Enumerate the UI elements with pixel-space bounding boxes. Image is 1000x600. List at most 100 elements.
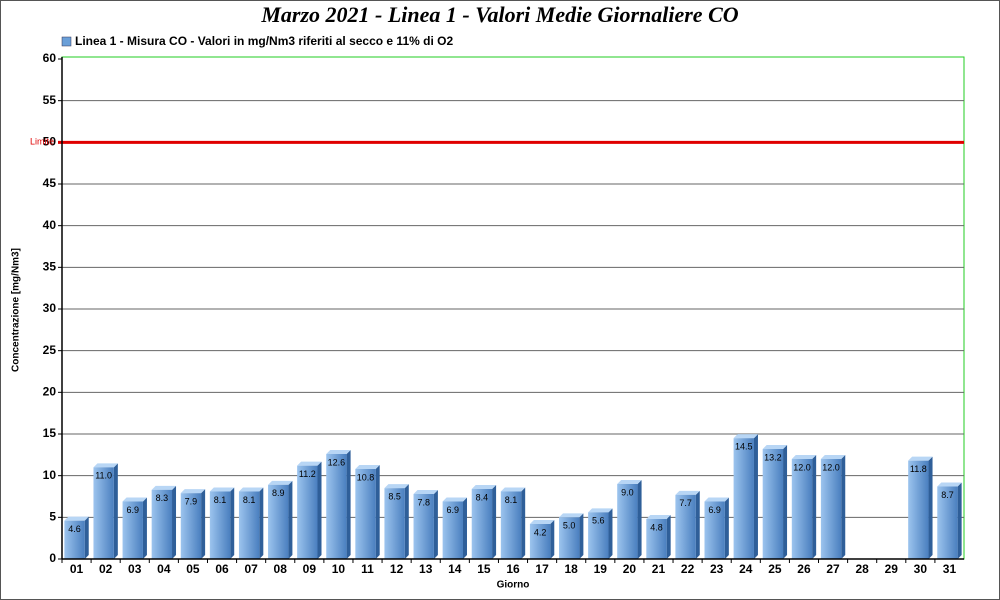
x-tick-label: 06 (215, 562, 229, 576)
legend-label: Linea 1 - Misura CO - Valori in mg/Nm3 r… (75, 34, 453, 48)
bar (355, 469, 376, 559)
bar-top (559, 513, 584, 518)
y-tick-label: 5 (49, 510, 56, 524)
bar-top (326, 450, 351, 454)
y-tick-label: 30 (43, 301, 57, 315)
y-tick-label: 20 (43, 385, 57, 399)
bar (413, 494, 434, 559)
data-label: 4.6 (68, 524, 81, 534)
x-tick-label: 11 (361, 562, 374, 576)
bar-side (462, 497, 467, 559)
bar-side (812, 455, 817, 559)
bar (209, 491, 231, 559)
bar-top (384, 484, 409, 489)
bar (180, 493, 202, 559)
bar-top (238, 487, 264, 492)
x-tick-label: 13 (419, 562, 433, 576)
bar (646, 519, 667, 559)
bar-side (957, 482, 962, 559)
x-tick-label: 02 (99, 562, 113, 576)
bar-side (492, 485, 497, 559)
bar-top (64, 516, 89, 521)
bar (617, 484, 638, 559)
x-tick-label: 23 (710, 562, 724, 576)
bar-side (637, 480, 642, 559)
data-label: 4.2 (534, 527, 547, 537)
bar-top (908, 456, 933, 461)
bar-top (413, 490, 438, 494)
data-label: 14.5 (735, 442, 753, 452)
bar (733, 438, 754, 559)
legend-swatch (61, 36, 72, 47)
x-tick-label: 18 (565, 562, 579, 576)
y-tick-label: 10 (43, 468, 57, 482)
y-tick-label: 0 (49, 551, 56, 565)
y-tick-label: 15 (43, 426, 57, 440)
data-label: 5.6 (592, 516, 605, 526)
chart-title: Marzo 2021 - Linea 1 - Valori Medie Gior… (260, 2, 738, 27)
bar-top (122, 497, 147, 502)
bar (820, 459, 842, 559)
bar-side (783, 445, 788, 559)
data-label: 12.0 (793, 462, 811, 472)
x-tick-label: 31 (943, 562, 957, 576)
x-tick-label: 28 (855, 562, 869, 576)
x-tick-label: 12 (390, 562, 404, 576)
bar (64, 520, 85, 559)
x-tick-label: 03 (128, 562, 142, 576)
data-label: 4.8 (650, 522, 663, 532)
bar-top (937, 482, 962, 487)
bar-side (666, 515, 671, 559)
x-tick-label: 19 (594, 562, 608, 576)
data-label: 11.2 (299, 469, 316, 479)
data-label: 6.9 (447, 505, 460, 515)
bar (326, 454, 347, 559)
data-label: 11.8 (910, 464, 927, 474)
bar-side (579, 513, 584, 559)
x-axis-label: Giorno (497, 580, 530, 591)
bar-side (521, 487, 526, 559)
data-label: 8.1 (505, 495, 518, 505)
x-tick-label: 27 (826, 562, 840, 576)
bar-side (230, 487, 235, 559)
bar-top (500, 487, 526, 492)
y-tick-label: 50 (43, 135, 57, 149)
bar-side (695, 490, 700, 559)
data-label: 8.7 (941, 490, 954, 500)
x-tick-label: 14 (448, 562, 462, 576)
x-tick-label: 04 (157, 562, 171, 576)
bar-side (724, 497, 729, 559)
data-label: 9.0 (621, 487, 634, 497)
bar (238, 491, 260, 559)
bar (704, 501, 725, 559)
data-label: 8.1 (243, 495, 256, 505)
x-tick-label: 29 (885, 562, 899, 576)
x-tick-label: 16 (506, 562, 520, 576)
x-tick-label: 08 (274, 562, 288, 576)
x-tick-label: 15 (477, 562, 491, 576)
bar-side (113, 463, 118, 559)
bar-side (172, 485, 177, 559)
y-tick-label: 45 (43, 176, 57, 190)
bar-top (704, 497, 729, 502)
x-tick-label: 07 (244, 562, 258, 576)
y-tick-label: 25 (43, 343, 57, 357)
bar (93, 467, 114, 559)
bar-top (617, 480, 642, 484)
limit-label: Limite (30, 137, 54, 147)
bar-side (928, 456, 933, 559)
bar-top (646, 515, 671, 519)
bar-top (820, 455, 846, 459)
bar (122, 501, 143, 559)
bar-top (268, 480, 293, 485)
bar-top (355, 465, 380, 469)
bar-top (442, 497, 467, 502)
bar-side (404, 484, 409, 559)
bar-side (753, 434, 758, 559)
bar-side (841, 455, 846, 559)
bar-top (529, 520, 555, 524)
data-label: 6.9 (708, 505, 721, 515)
bar (500, 491, 522, 559)
bar (529, 524, 551, 559)
